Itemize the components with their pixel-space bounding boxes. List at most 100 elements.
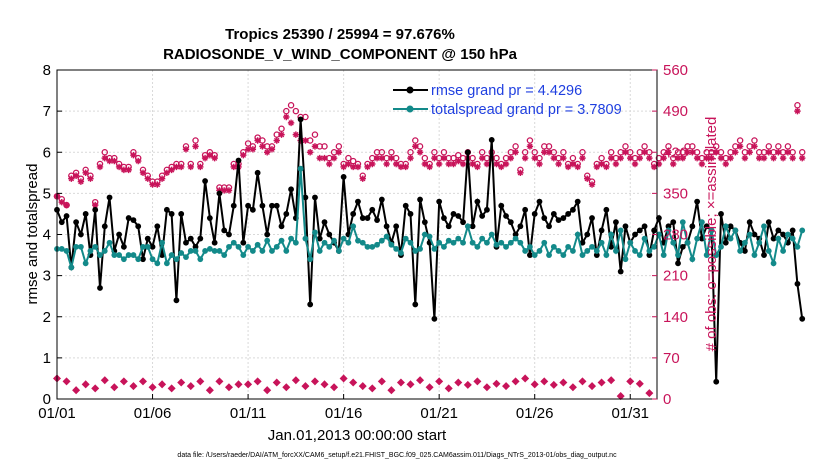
obs-assimilated-point	[517, 169, 524, 177]
obs-daily-count-marker	[234, 380, 243, 389]
rmse-point	[503, 213, 509, 219]
obs-daily-count-marker	[129, 382, 138, 391]
totalspread-point	[646, 248, 653, 254]
rmse-point	[479, 213, 486, 219]
totalspread-point	[374, 241, 380, 248]
totalspread-point	[140, 243, 146, 250]
totalspread-point	[789, 235, 796, 242]
totalspread-point	[665, 227, 672, 234]
rmse-point	[378, 196, 385, 203]
obs-daily-count-marker	[396, 378, 405, 387]
obs-assimilated-point	[665, 149, 672, 156]
rmse-point	[536, 198, 543, 205]
totalspread-point	[259, 248, 266, 254]
totalspread-point	[464, 223, 471, 230]
rmse-point	[130, 217, 137, 224]
totalspread-point	[507, 239, 514, 246]
rmse-point	[665, 223, 672, 230]
rmse-point	[445, 223, 452, 230]
totalspread-point	[708, 227, 715, 234]
totalspread-point	[97, 252, 103, 258]
obs-possible-point	[794, 102, 801, 109]
totalspread-point	[632, 248, 638, 254]
obs-possible-point	[321, 143, 328, 150]
y-left-tick-label: 7	[43, 103, 51, 120]
rmse-point	[799, 315, 806, 322]
obs-assimilated-point	[388, 154, 395, 162]
obs-daily-count-marker	[368, 384, 377, 393]
obs-daily-count-marker	[578, 377, 587, 386]
rmse-point	[374, 217, 380, 224]
obs-assimilated-point	[68, 175, 75, 182]
obs-assimilated-point	[512, 149, 519, 156]
obs-assimilated-point	[779, 154, 787, 162]
obs-assimilated-point	[96, 163, 104, 171]
totalspread-point	[484, 239, 490, 246]
totalspread-point	[378, 237, 385, 244]
totalspread-point	[570, 248, 576, 254]
obs-assimilated-point	[58, 198, 65, 206]
totalspread-point	[469, 239, 476, 246]
rmse-point	[527, 252, 533, 258]
legend: rmse grand pr = 4.4296 totalspread grand…	[393, 83, 622, 118]
rmse-point	[455, 213, 462, 219]
totalspread-point	[627, 239, 634, 246]
obs-assimilated-point	[173, 163, 180, 171]
totalspread-point	[302, 235, 309, 242]
obs-possible-point	[478, 148, 486, 156]
totalspread-point	[187, 248, 194, 254]
totalspread-point	[780, 248, 787, 254]
totalspread-point	[770, 260, 777, 267]
obs-assimilated-point	[526, 143, 534, 150]
totalspread-point	[765, 248, 772, 254]
obs-daily-count-marker	[635, 379, 644, 388]
y-right-tick-label: 350	[663, 185, 688, 202]
rmse-point	[636, 227, 643, 234]
rmse-point	[531, 211, 538, 217]
y-left-tick-label: 2	[43, 309, 51, 326]
rmse-point	[622, 223, 629, 230]
obs-daily-count-marker	[521, 374, 530, 383]
obs-possible-point	[101, 148, 109, 156]
totalspread-point	[398, 250, 404, 256]
totalspread-point	[135, 256, 142, 263]
totalspread-point	[651, 243, 658, 250]
obs-assimilated-point	[722, 160, 729, 168]
obs-assimilated-point	[650, 163, 658, 171]
obs-assimilated-point	[259, 143, 266, 150]
obs-assimilated-point	[760, 154, 768, 162]
obs-daily-count-marker	[377, 377, 386, 386]
obs-daily-count-marker	[100, 376, 109, 385]
obs-daily-count-marker	[463, 380, 472, 389]
obs-assimilated-point	[794, 107, 801, 115]
obs-assimilated-point	[349, 163, 357, 171]
rmse-point	[632, 231, 638, 238]
rmse-point	[383, 223, 390, 230]
obs-assimilated-point	[679, 154, 686, 162]
obs-assimilated-point	[598, 160, 605, 168]
obs-assimilated-point	[478, 154, 486, 162]
totalspread-point	[546, 252, 552, 258]
y-right-tick-label: 560	[663, 62, 688, 79]
obs-assimilated-point	[799, 154, 806, 162]
rmse-point	[689, 223, 696, 230]
axis-ticks: 01/01 01/06 01/11 01/16 01/21 01/26 01/31 0 1 2 3 4…	[38, 62, 688, 422]
obs-assimilated-point	[627, 154, 634, 162]
obs-assimilated-point	[249, 146, 257, 153]
obs-assimilated-point	[101, 154, 108, 162]
totalspread-point	[455, 235, 462, 242]
totalspread-point	[226, 243, 232, 250]
obs-possible-point	[345, 154, 352, 162]
obs-possible-point	[531, 148, 538, 156]
totalspread-point	[321, 239, 328, 246]
totalspread-point	[307, 256, 314, 263]
totalspread-point	[436, 239, 443, 246]
y-axis-left-label: rmse and totalspread	[24, 164, 41, 305]
rmse-point	[727, 223, 734, 230]
obs-daily-count-marker	[158, 380, 167, 389]
totalspread-point	[326, 243, 333, 250]
obs-possible-point	[689, 143, 696, 150]
totalspread-point	[493, 241, 500, 248]
rmse-point	[183, 239, 189, 246]
obs-assimilated-point	[197, 163, 204, 171]
